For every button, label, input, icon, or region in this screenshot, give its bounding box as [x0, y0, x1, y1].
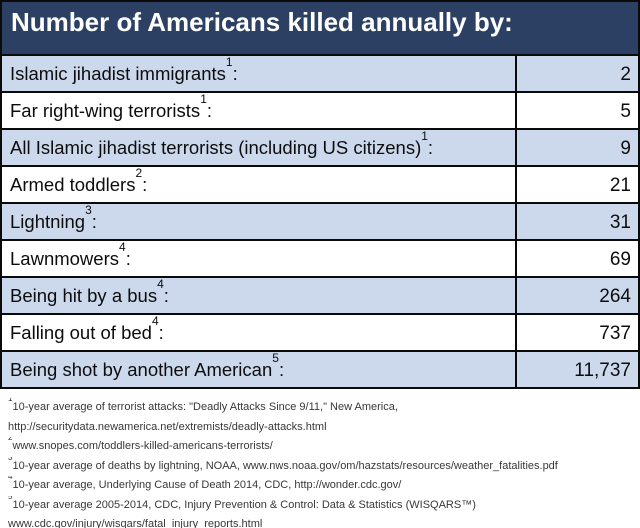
citation-superscript: 1 — [421, 130, 428, 143]
cause-label-text: Being hit by a bus — [10, 285, 158, 306]
footnotes-section: 110-year average of terrorist attacks: "… — [0, 391, 640, 528]
annual-deaths-value: 737 — [515, 315, 638, 350]
table-row: Being hit by a bus4: 264 — [2, 276, 638, 313]
cause-label-text: Being shot by another American — [10, 359, 273, 380]
table-row: Lightning3: 31 — [2, 202, 638, 239]
fatality-table-body: Islamic jihadist immigrants1: 2 Far righ… — [2, 56, 638, 387]
label-colon: : — [158, 322, 164, 343]
annual-deaths-value: 264 — [515, 278, 638, 313]
footnote-text: 10-year average of terrorist attacks: "D… — [12, 401, 398, 413]
footnote-superscript: 4 — [8, 476, 13, 482]
citation-superscript: 2 — [135, 167, 143, 180]
cause-label: All Islamic jihadist terrorists (includi… — [2, 130, 515, 165]
footnote-text: 10-year average of deaths by lightning, … — [12, 459, 558, 472]
cause-label-text: Armed toddlers — [10, 174, 136, 195]
table-title-bar: Number of Americans killed annually by: — [2, 2, 638, 56]
citation-superscript: 3 — [85, 204, 92, 217]
cause-label-text: All Islamic jihadist terrorists (includi… — [10, 137, 422, 158]
footnote-line: 2www.snopes.com/toddlers-killed-american… — [8, 437, 632, 457]
label-colon: : — [232, 63, 238, 84]
table-title: Number of Americans killed annually by: — [11, 7, 513, 37]
cause-label: Armed toddlers2: — [2, 167, 515, 202]
table-row: Armed toddlers2: 21 — [2, 165, 638, 202]
cause-label-text: Lawnmowers — [10, 248, 119, 269]
table-row: Falling out of bed4: 737 — [2, 313, 638, 350]
footnote-text: 10-year average, Underlying Cause of Dea… — [12, 479, 402, 491]
fatality-table: Number of Americans killed annually by: … — [0, 0, 640, 389]
table-row: Far right-wing terrorists1: 5 — [2, 91, 638, 128]
footnote-text: www.snopes.com/toddlers-killed-americans… — [12, 440, 273, 452]
annual-deaths-value: 69 — [515, 241, 638, 276]
footnote-text: www.cdc.gov/injury/wisqars/fatal_injury_… — [8, 518, 263, 528]
annual-deaths-value: 11,737 — [515, 352, 638, 387]
footnote-superscript: 2 — [8, 437, 13, 443]
table-row: Islamic jihadist immigrants1: 2 — [2, 56, 638, 91]
label-colon: : — [142, 174, 148, 195]
footnote-text: 10-year average 2005-2014, CDC, Injury P… — [12, 498, 476, 511]
label-colon: : — [125, 248, 131, 269]
label-colon: : — [278, 359, 285, 380]
cause-label: Being hit by a bus4: — [2, 278, 515, 313]
cause-label: Lawnmowers4: — [2, 241, 515, 276]
footnote-superscript: 5 — [8, 495, 13, 501]
label-colon: : — [427, 137, 434, 158]
citation-superscript: 1 — [225, 56, 233, 69]
citation-superscript: 1 — [200, 93, 207, 106]
footnote-superscript: 1 — [8, 398, 13, 404]
annual-deaths-value: 21 — [515, 167, 638, 202]
annual-deaths-value: 2 — [515, 56, 638, 91]
cause-label-text: Lightning — [10, 211, 86, 232]
cause-label: Being shot by another American5: — [2, 352, 515, 387]
footnote-line: 510-year average 2005-2014, CDC, Injury … — [8, 496, 632, 516]
cause-label: Lightning3: — [2, 204, 515, 239]
citation-superscript: 5 — [272, 352, 279, 365]
footnote-superscript: 3 — [8, 456, 13, 462]
table-row: Lawnmowers4: 69 — [2, 239, 638, 276]
citation-superscript: 4 — [157, 278, 164, 291]
footnote-line: 110-year average of terrorist attacks: "… — [8, 398, 632, 418]
cause-label-text: Falling out of bed — [10, 322, 152, 343]
table-row: All Islamic jihadist terrorists (includi… — [2, 128, 638, 165]
label-colon: : — [163, 285, 169, 306]
cause-label: Far right-wing terrorists1: — [2, 93, 515, 128]
label-colon: : — [206, 100, 213, 121]
annual-deaths-value: 5 — [515, 93, 638, 128]
table-row: Being shot by another American5: 11,737 — [2, 350, 638, 387]
footnote-line: 310-year average of deaths by lightning,… — [8, 457, 632, 477]
cause-label-text: Far right-wing terrorists — [10, 100, 201, 121]
cause-label-text: Islamic jihadist immigrants — [10, 63, 226, 84]
footnote-line: http://securitydata.newamerica.net/extre… — [8, 418, 632, 438]
cause-label: Islamic jihadist immigrants1: — [2, 56, 515, 91]
label-colon: : — [91, 211, 97, 232]
cause-label: Falling out of bed4: — [2, 315, 515, 350]
footnote-text: http://securitydata.newamerica.net/extre… — [8, 420, 327, 433]
annual-deaths-value: 31 — [515, 204, 638, 239]
annual-deaths-value: 9 — [515, 130, 638, 165]
footnote-line: www.cdc.gov/injury/wisqars/fatal_injury_… — [8, 515, 632, 528]
citation-superscript: 4 — [119, 241, 126, 254]
citation-superscript: 4 — [151, 315, 159, 328]
footnote-line: 410-year average, Underlying Cause of De… — [8, 476, 632, 496]
